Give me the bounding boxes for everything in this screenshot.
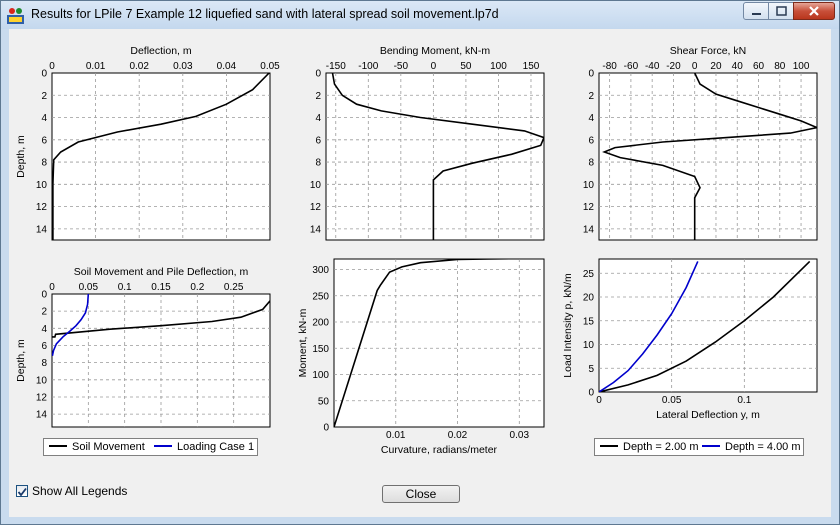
legend-item-soil-movement: Soil Movement [49, 441, 145, 453]
close-window-button[interactable] [793, 2, 835, 20]
close-button[interactable]: Close [382, 485, 460, 503]
legend-py-curves: Depth = 2.00 m Depth = 4.00 m [594, 438, 804, 456]
legend-label: Soil Movement [72, 441, 145, 453]
legend-label: Depth = 2.00 m [623, 441, 699, 453]
legend-item-depth-4: Depth = 4.00 m [702, 441, 801, 453]
legend-soil-pile: Soil Movement Loading Case 1 [43, 438, 258, 456]
show-all-legends-label: Show All Legends [32, 484, 128, 498]
legend-item-depth-2: Depth = 2.00 m [600, 441, 699, 453]
minimize-icon [752, 13, 761, 15]
legend-item-loading-case: Loading Case 1 [154, 441, 254, 453]
window-title: Results for LPile 7 Example 12 liquefied… [31, 7, 499, 21]
legend-label: Depth = 4.00 m [725, 441, 801, 453]
close-icon [809, 6, 819, 16]
maximize-icon [776, 6, 787, 16]
checkmark-icon [17, 487, 27, 497]
title-bar[interactable]: Results for LPile 7 Example 12 liquefied… [1, 1, 839, 29]
minimize-button[interactable] [743, 2, 769, 20]
lpile-app-icon [7, 8, 24, 24]
maximize-button[interactable] [768, 2, 794, 20]
legend-label: Loading Case 1 [177, 441, 255, 453]
checkbox-box[interactable] [16, 485, 28, 497]
